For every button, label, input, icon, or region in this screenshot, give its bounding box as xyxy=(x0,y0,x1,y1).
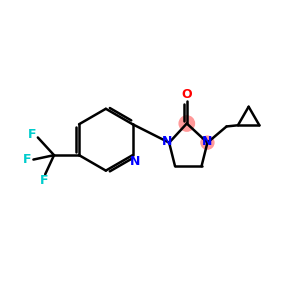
Text: F: F xyxy=(28,128,37,141)
Circle shape xyxy=(201,136,214,149)
Text: O: O xyxy=(182,88,192,101)
Circle shape xyxy=(179,116,194,131)
Text: F: F xyxy=(40,174,48,187)
Text: F: F xyxy=(23,153,31,166)
Text: N: N xyxy=(130,155,141,168)
Text: N: N xyxy=(202,135,213,148)
Text: N: N xyxy=(162,135,172,148)
